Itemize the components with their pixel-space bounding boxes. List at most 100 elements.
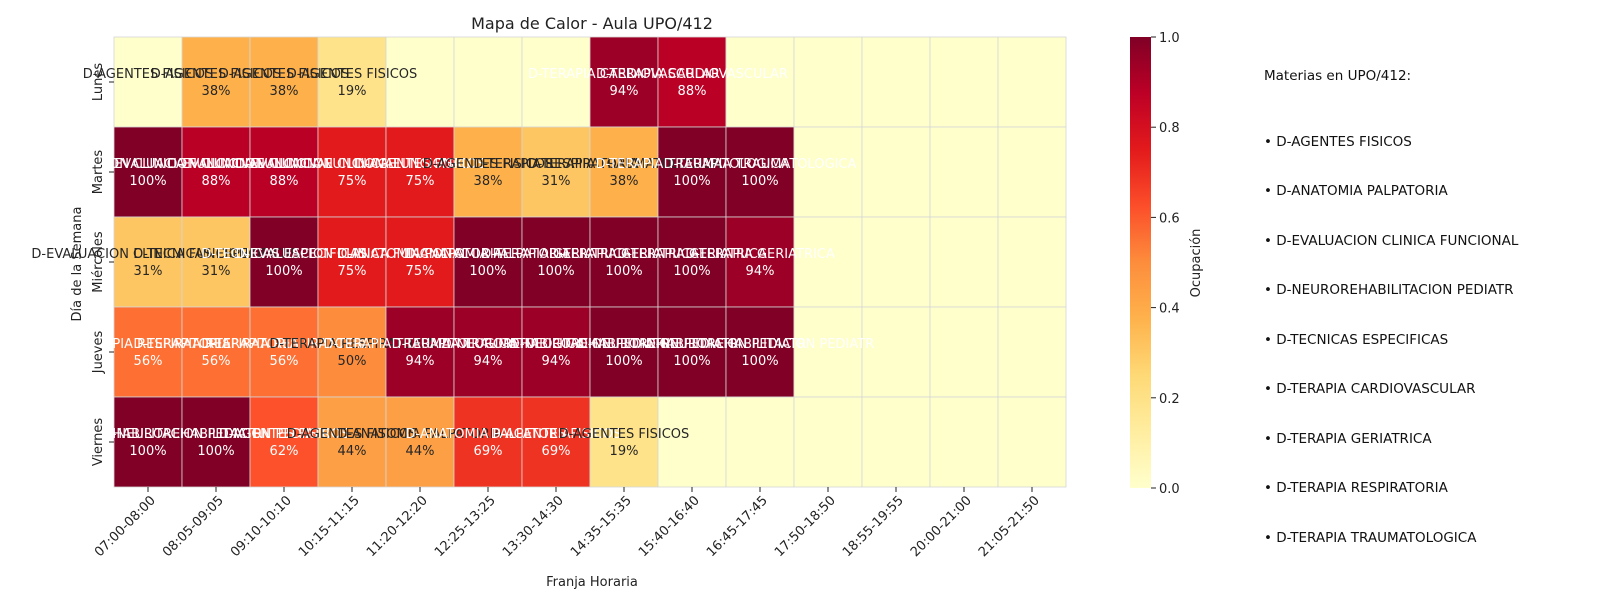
heatmap-cell bbox=[929, 126, 999, 218]
cell-percent-label: 75% bbox=[406, 174, 435, 189]
cell-percent-label: 56% bbox=[134, 354, 163, 369]
heatmap-cell bbox=[861, 306, 931, 398]
x-tick-label: 18:55-19:55 bbox=[840, 493, 907, 560]
cell-subject-label: D-TERAPIA CARDIOVASCULAR bbox=[596, 67, 788, 82]
cell-percent-label: 100% bbox=[537, 264, 574, 279]
cell-percent-label: 88% bbox=[678, 84, 707, 99]
cell-percent-label: 94% bbox=[746, 264, 775, 279]
cell-subject-label: D-EVALUACION CLINICA FUNCIONAL bbox=[31, 247, 265, 262]
cell-percent-label: 50% bbox=[338, 354, 367, 369]
cell-subject-label: D-TECNICAS ESPECIFICAS bbox=[133, 247, 299, 262]
x-tick-label: 08:05-09:05 bbox=[160, 493, 227, 560]
cell-percent-label: 100% bbox=[673, 354, 710, 369]
x-tick-label: 09:10-10:10 bbox=[228, 493, 295, 560]
heatmap-cell bbox=[521, 306, 591, 398]
colorbar-gradient bbox=[1130, 37, 1151, 488]
cell-percent-label: 100% bbox=[605, 354, 642, 369]
cell-percent-label: 62% bbox=[270, 444, 299, 459]
heatmap-cell bbox=[181, 216, 251, 308]
cell-subject-label: D-NEUROREHABILITACION PEDIATR bbox=[646, 337, 875, 352]
x-tick-label: 07:00-08:00 bbox=[92, 493, 159, 560]
heatmap-cell bbox=[317, 396, 387, 488]
cell-subject-label: D-EVALUACION CLINICA FUNCIONAL bbox=[235, 157, 469, 172]
cell-percent-label: 75% bbox=[338, 264, 367, 279]
heatmap-cell bbox=[793, 36, 863, 128]
heatmap-cell bbox=[657, 36, 727, 128]
colorbar-label: Ocupación bbox=[1189, 229, 1204, 298]
x-tick-label: 20:00-21:00 bbox=[908, 493, 975, 560]
colorbar-tick-label: 0.0 bbox=[1159, 482, 1180, 497]
cell-subject-label: D-TERAPIA RESPIRATORIA bbox=[65, 337, 230, 352]
cell-percent-label: 38% bbox=[202, 84, 231, 99]
heatmap-cell bbox=[589, 36, 659, 128]
cell-percent-label: 100% bbox=[741, 174, 778, 189]
heatmap-cell bbox=[657, 126, 727, 218]
heatmap-cell bbox=[385, 36, 455, 128]
heatmap-cell bbox=[793, 396, 863, 488]
cell-percent-label: 100% bbox=[129, 444, 166, 459]
cell-subject-label: D-TERAPIA TRAUMATOLOGICA bbox=[392, 337, 585, 352]
heatmap-cell bbox=[861, 396, 931, 488]
cell-percent-label: 88% bbox=[270, 174, 299, 189]
heatmap-cell bbox=[861, 126, 931, 218]
heatmap-cell bbox=[997, 396, 1067, 488]
y-tick-label: Jueves bbox=[91, 331, 106, 375]
cell-percent-label: 56% bbox=[270, 354, 299, 369]
heatmap-cell bbox=[657, 396, 727, 488]
cell-subject-label: D-TERAPIA GERIATRICA bbox=[549, 247, 699, 262]
cell-subject-label: D-TERAPIA CARDIOVASCULAR bbox=[528, 67, 720, 82]
cell-subject-label: D-AGENTES FISICOS bbox=[355, 157, 486, 172]
cell-percent-label: 100% bbox=[673, 264, 710, 279]
heatmap-cell bbox=[113, 396, 183, 488]
cell-subject-label: D-TECNICAS ESPECIFICAS bbox=[201, 247, 367, 262]
heatmap-cell bbox=[725, 396, 795, 488]
subjects-legend: Materias en UPO/412: • D-AGENTES FISICOS… bbox=[1264, 35, 1518, 563]
legend-item: • D-TERAPIA GERIATRICA bbox=[1264, 430, 1432, 447]
heatmap-cell bbox=[861, 36, 931, 128]
cell-subject-label: D-AGENTES FISICOS bbox=[219, 67, 350, 82]
cell-percent-label: 100% bbox=[265, 264, 302, 279]
heatmap-cell bbox=[181, 396, 251, 488]
cell-subject-label: D-EVALUACION CLINICA FUNCIONAL bbox=[31, 157, 265, 172]
cell-percent-label: 100% bbox=[469, 264, 506, 279]
cell-subject-label: D-EVALUACION CLINICA FUNCIONAL bbox=[99, 157, 333, 172]
heatmap-cell bbox=[997, 306, 1067, 398]
cell-subject-label: D-NEUROREHABILITACION PEDIATR bbox=[442, 337, 671, 352]
heatmap-cell bbox=[317, 216, 387, 308]
colorbar-tick-label: 0.8 bbox=[1159, 121, 1180, 136]
cell-subject-label: D-EVALUACION CLINICA FUNCIONAL bbox=[167, 157, 401, 172]
colorbar-tick-label: 0.6 bbox=[1159, 211, 1180, 226]
heatmap-cell bbox=[317, 306, 387, 398]
cell-subject-label: D-TERAPIA RESPIRATORIA bbox=[133, 337, 298, 352]
heatmap-cell bbox=[589, 396, 659, 488]
legend-item: • D-TERAPIA CARDIOVASCULAR bbox=[1264, 381, 1476, 397]
cell-percent-label: 38% bbox=[474, 174, 503, 189]
heatmap-cell bbox=[861, 216, 931, 308]
x-tick-label: 17:50-18:50 bbox=[772, 493, 839, 560]
cell-subject-label: D-NEUROREHABILITACION PEDIATR bbox=[578, 337, 807, 352]
legend-item: • D-NEUROREHABILITACION PEDIATR bbox=[1264, 282, 1514, 298]
y-axis-label: Día de la Semana bbox=[70, 207, 85, 322]
heatmap-cell bbox=[249, 306, 319, 398]
y-tick-label: Viernes bbox=[91, 418, 106, 467]
cell-percent-label: 19% bbox=[610, 444, 639, 459]
cell-percent-label: 31% bbox=[542, 174, 571, 189]
heatmap-cell bbox=[453, 126, 523, 218]
legend-item: • D-TECNICAS ESPECIFICAS bbox=[1264, 331, 1449, 348]
heatmap-cell bbox=[929, 216, 999, 308]
cell-subject-label: D-TERAPIA RESPIRATORIA bbox=[201, 337, 366, 352]
x-tick-label: 10:15-11:15 bbox=[296, 493, 363, 560]
x-tick-label: 13:30-14:30 bbox=[500, 493, 567, 560]
legend-item: • D-TERAPIA TRAUMATOLOGICA bbox=[1264, 529, 1477, 546]
heatmap-cells bbox=[113, 36, 1067, 488]
heatmap-cell bbox=[181, 126, 251, 218]
heatmap-cell bbox=[317, 36, 387, 128]
y-tick-label: Martes bbox=[91, 150, 106, 195]
heatmap-cell bbox=[453, 306, 523, 398]
colorbar-ticks: 0.0 0.2 0.4 0.6 0.8 1.0 bbox=[1151, 31, 1180, 497]
cell-subject-label: D-NEUROREHABILITACION PEDIATR bbox=[102, 427, 331, 442]
cell-subject-label: D-TERAPIA TRAUMATOLOGICA bbox=[528, 157, 721, 172]
heatmap-cell bbox=[997, 216, 1067, 308]
cell-percent-label: 31% bbox=[134, 264, 163, 279]
cell-percent-label: 100% bbox=[741, 354, 778, 369]
